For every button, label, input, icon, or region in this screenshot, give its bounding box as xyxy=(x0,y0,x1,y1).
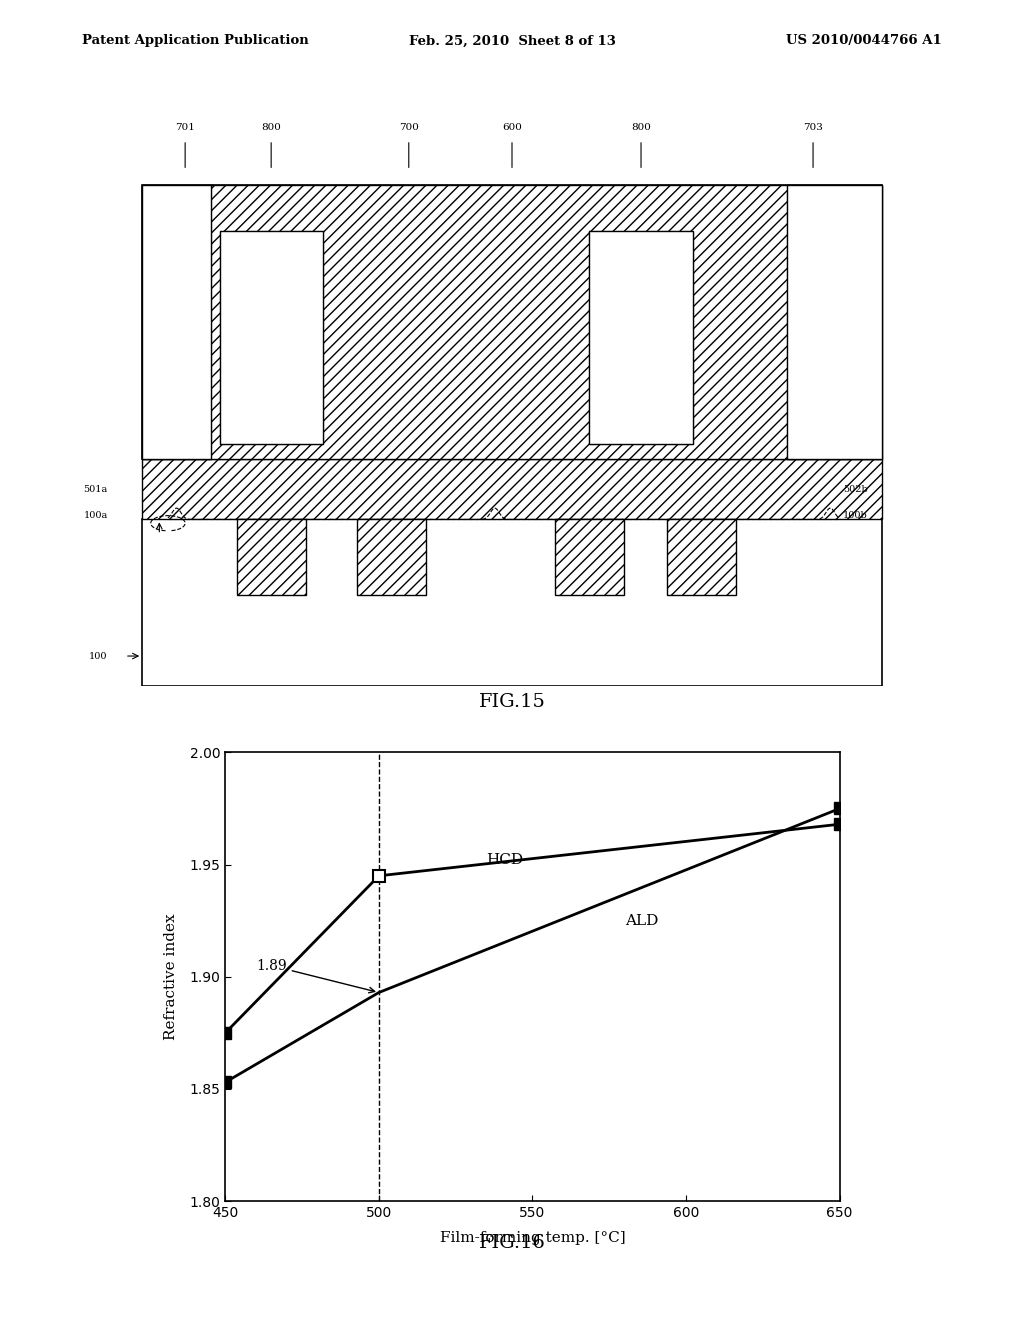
Text: 501a: 501a xyxy=(84,484,108,494)
Text: Patent Application Publication: Patent Application Publication xyxy=(82,34,308,48)
Text: FIG.15: FIG.15 xyxy=(478,693,546,711)
Bar xyxy=(606,277,676,428)
Bar xyxy=(237,277,305,428)
Bar xyxy=(142,519,882,686)
Bar xyxy=(142,186,882,459)
Text: 100a: 100a xyxy=(84,511,108,520)
Bar xyxy=(590,231,692,444)
Text: 1.89: 1.89 xyxy=(256,958,375,993)
Text: 100b: 100b xyxy=(843,511,868,520)
Text: ALD: ALD xyxy=(625,913,658,928)
Bar xyxy=(555,519,624,595)
Text: Feb. 25, 2010  Sheet 8 of 13: Feb. 25, 2010 Sheet 8 of 13 xyxy=(409,34,615,48)
Bar xyxy=(142,186,211,459)
Text: 703: 703 xyxy=(803,123,823,132)
Text: US 2010/0044766 A1: US 2010/0044766 A1 xyxy=(786,34,942,48)
Text: 502b: 502b xyxy=(843,484,868,494)
Bar xyxy=(787,186,882,459)
X-axis label: Film-forming temp. [°C]: Film-forming temp. [°C] xyxy=(439,1232,626,1245)
Bar xyxy=(219,231,323,444)
Text: 700: 700 xyxy=(398,123,419,132)
Bar xyxy=(357,519,426,595)
Text: 100: 100 xyxy=(89,652,108,660)
Bar xyxy=(590,231,692,444)
Bar xyxy=(237,277,305,428)
Bar xyxy=(219,231,323,444)
Text: 800: 800 xyxy=(631,123,651,132)
Text: 800: 800 xyxy=(261,123,282,132)
Bar xyxy=(142,186,882,459)
Bar xyxy=(237,519,305,595)
Bar xyxy=(142,186,211,459)
Bar xyxy=(667,519,735,595)
Bar xyxy=(606,277,676,428)
Y-axis label: Refractive index: Refractive index xyxy=(165,913,178,1040)
Text: 701: 701 xyxy=(175,123,196,132)
Bar xyxy=(787,186,882,459)
Bar xyxy=(142,458,882,519)
Text: 600: 600 xyxy=(502,123,522,132)
Text: FIG.16: FIG.16 xyxy=(478,1234,546,1253)
Text: HCD: HCD xyxy=(486,853,523,867)
